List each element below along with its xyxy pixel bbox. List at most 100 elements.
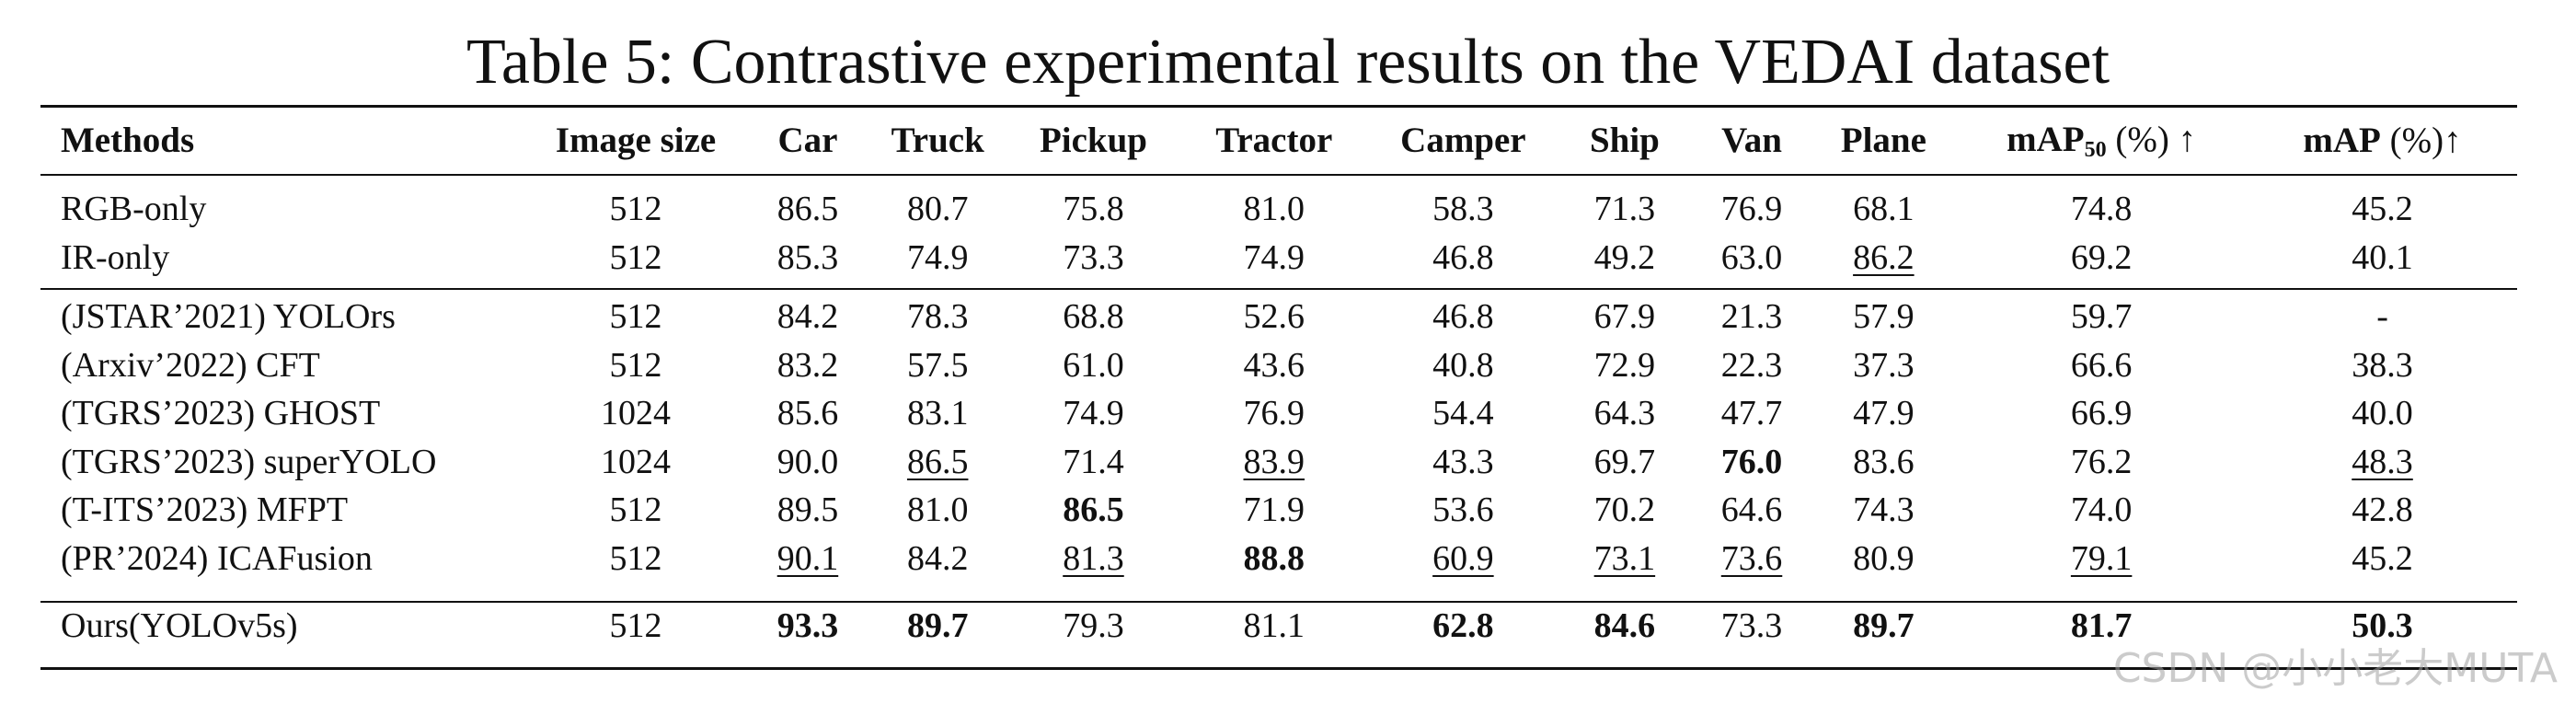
value-cell: 88.8: [1243, 538, 1305, 578]
value-cell: 53.6: [1432, 490, 1494, 530]
value-cell: 74.3: [1853, 490, 1915, 530]
header-plane: Plane: [1840, 121, 1926, 160]
value-cell: 79.1: [1955, 535, 2248, 583]
value-cell: 512: [609, 297, 662, 337]
value-cell: 66.9: [2070, 394, 2133, 433]
value-cell: 38.3: [2352, 345, 2413, 385]
value-cell: 73.3: [1720, 606, 1783, 645]
value-cell: 47.7: [1720, 394, 1783, 433]
header-map50-suffix: (%) ↑: [2106, 119, 2197, 159]
value-cell: 49.2: [1593, 237, 1656, 277]
value-cell: 93.3: [776, 606, 839, 645]
header-image-size: Image size: [555, 121, 717, 160]
header-pickup: Pickup: [1039, 121, 1147, 160]
value-cell: 22.3: [1720, 345, 1783, 385]
method-cell: (Arxiv’2022) CFT: [61, 345, 320, 385]
value-cell: 75.8: [1063, 190, 1124, 229]
value-cell: 85.3: [776, 237, 839, 277]
value-cell: 512: [609, 606, 662, 645]
value-cell: 57.9: [1853, 297, 1915, 337]
value-cell: 40.0: [2352, 394, 2413, 433]
value-cell: 63.0: [1720, 237, 1783, 277]
header-map50: mAP50 (%) ↑: [1955, 107, 2248, 174]
header-methods: Methods: [61, 121, 195, 160]
value-cell: 85.6: [776, 394, 839, 433]
underlined-value: 73.6: [1720, 538, 1783, 578]
value-cell: 76.2: [2070, 442, 2133, 481]
header-camper: Camper: [1400, 121, 1526, 160]
value-cell: 512: [609, 538, 662, 578]
value-cell: 42.8: [2352, 490, 2413, 530]
method-cell: Ours(YOLOv5s): [61, 606, 298, 645]
value-cell: 70.2: [1593, 490, 1656, 530]
value-cell: 81.7: [2070, 606, 2133, 645]
value-cell: 83.6: [1853, 442, 1915, 481]
method-cell: IR-only: [61, 237, 170, 277]
header-map: mAP (%)↑: [2248, 107, 2517, 174]
value-cell: 73.6: [1692, 535, 1812, 583]
value-cell: 60.9: [1369, 535, 1558, 583]
header-map50-sub: 50: [2084, 137, 2107, 162]
value-cell: 89.7: [906, 606, 969, 645]
underlined-value: 79.1: [2070, 538, 2133, 578]
table-row: IR-only 512 85.3 74.9 73.3 74.9 46.8 49.2 63.0 86…: [40, 234, 2517, 283]
header-rule: [40, 174, 2517, 176]
table-row: Ours(YOLOv5s) 512 93.3 89.7 79.3 81.1 62.8 84.6…: [40, 594, 2517, 658]
group-spacer: [40, 582, 2517, 594]
value-cell: 64.3: [1593, 394, 1656, 433]
value-cell: 80.9: [1853, 538, 1915, 578]
value-cell: 90.1: [748, 535, 868, 583]
value-cell: 59.7: [2070, 297, 2133, 337]
header-map-main: mAP: [2303, 121, 2381, 160]
value-cell: 58.3: [1432, 190, 1494, 229]
value-cell: 47.9: [1853, 394, 1915, 433]
underlined-value: 86.5: [906, 442, 969, 481]
method-cell: (PR’2024) ICAFusion: [61, 538, 373, 578]
value-cell: 89.5: [776, 490, 839, 530]
value-cell: 64.6: [1720, 490, 1783, 530]
value-cell: 79.3: [1063, 606, 1124, 645]
value-cell: 69.2: [2070, 237, 2133, 277]
header-van: Van: [1721, 121, 1782, 160]
underlined-value: 48.3: [2352, 442, 2413, 481]
value-cell: 46.8: [1432, 297, 1494, 337]
value-cell: 67.9: [1593, 297, 1656, 337]
value-cell: 84.2: [906, 538, 969, 578]
table-row: RGB-only 512 86.5 80.7 75.8 81.0 58.3 71.3 76.9 6…: [40, 185, 2517, 234]
table-row: (TGRS’2023) GHOST 1024 85.6 83.1 74.9 76.9 54.…: [40, 389, 2517, 438]
value-cell: 512: [609, 190, 662, 229]
value-cell: 50.3: [2352, 606, 2413, 645]
value-cell: 83.9: [1179, 438, 1369, 487]
table-row: (JSTAR’2021) YOLOrs 512 84.2 78.3 68.8 52.6 46…: [40, 293, 2517, 341]
value-cell: 46.8: [1432, 237, 1494, 277]
value-cell: 72.9: [1593, 345, 1656, 385]
header-truck: Truck: [891, 121, 984, 160]
header-row: Methods Image size Car Truck Pickup Trac…: [40, 107, 2517, 174]
value-cell: 80.7: [906, 190, 969, 229]
value-cell: 40.1: [2352, 237, 2413, 277]
method-cell: (T-ITS’2023) MFPT: [61, 490, 349, 530]
value-cell: 83.1: [906, 394, 969, 433]
header-map-suffix: (%)↑: [2380, 121, 2462, 160]
value-cell: 48.3: [2248, 438, 2517, 487]
underlined-value: 86.2: [1853, 237, 1915, 277]
value-cell: 84.2: [776, 297, 839, 337]
table-caption: Table 5: Contrastive experimental result…: [466, 27, 2110, 98]
value-cell: 90.0: [776, 442, 839, 481]
top-rule: [40, 105, 2517, 108]
value-cell: 81.0: [906, 490, 969, 530]
underlined-value: 83.9: [1243, 442, 1305, 481]
value-cell: 76.9: [1720, 190, 1783, 229]
value-cell: 86.2: [1811, 234, 1955, 283]
value-cell: 73.1: [1558, 535, 1691, 583]
results-table: Methods Image size Car Truck Pickup Trac…: [40, 107, 2517, 658]
value-cell: 40.8: [1432, 345, 1494, 385]
value-cell: 74.8: [2070, 190, 2133, 229]
value-cell: 43.6: [1243, 345, 1305, 385]
table-row: (T-ITS’2023) MFPT 512 89.5 81.0 86.5 71.9 53.6…: [40, 486, 2517, 535]
group-spacer: [40, 282, 2517, 293]
value-cell: -: [2376, 297, 2388, 337]
group-spacer: [40, 174, 2517, 185]
header-ship: Ship: [1589, 121, 1660, 160]
value-cell: 71.9: [1243, 490, 1305, 530]
